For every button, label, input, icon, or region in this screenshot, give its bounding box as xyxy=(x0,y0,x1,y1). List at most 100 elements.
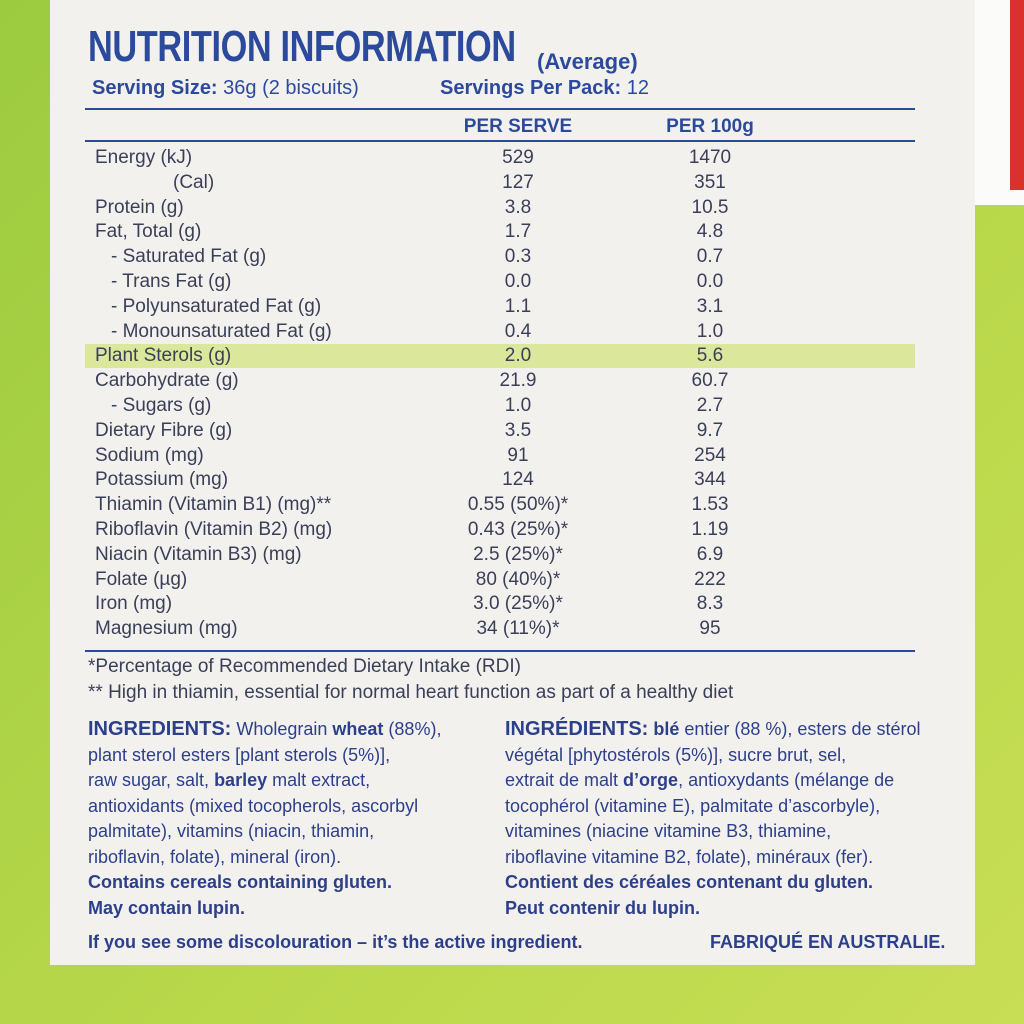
table-row: - Saturated Fat (g) 0.3 0.7 xyxy=(85,245,915,269)
per-100g: 8.3 xyxy=(696,593,724,615)
per-serve: 127 xyxy=(502,171,534,193)
per-serve: 0.43 (25%)* xyxy=(467,519,569,540)
row-label: Thiamin (Vitamin B1) (mg)** xyxy=(95,494,332,516)
per-100g: 6.9 xyxy=(696,543,724,565)
text: palmitate), vitamins (niacin, thiamin, xyxy=(88,821,375,841)
row-label: Fat, Total (g) xyxy=(95,221,202,243)
rule xyxy=(85,140,915,142)
row-label: - Trans Fat (g) xyxy=(111,271,232,292)
text: raw sugar, salt, xyxy=(88,770,215,790)
footnote: *Percentage of Recommended Dietary Intak… xyxy=(88,656,521,677)
footer-origin: FABRIQUÉ EN AUSTRALIE. xyxy=(710,932,946,952)
row-label: (Cal) xyxy=(173,171,215,193)
per-serve: 91 xyxy=(507,444,529,466)
per-serve: 2.0 xyxy=(504,345,532,367)
table-row: Potassium (mg) 124 344 xyxy=(85,468,915,492)
table-row: Riboflavin (Vitamin B2) (mg) 0.43 (25%)* 1… xyxy=(85,518,915,542)
per-serve: 3.5 xyxy=(504,419,532,441)
per-serve: 3.8 xyxy=(504,196,532,218)
allergen: Peut contenir du lupin. xyxy=(505,897,700,918)
text: tocophérol (vitamine E), palmitate d’asc… xyxy=(505,795,881,816)
red-stripe xyxy=(1010,0,1024,190)
ingredient-line: raw sugar, salt, barley malt extract, xyxy=(88,768,441,794)
ingredient-line: plant sterol esters [plant sterols (5%)]… xyxy=(88,743,441,769)
text: malt extract, xyxy=(267,770,371,790)
ingredient-line: INGRÉDIENTS: blé entier (88 %), esters d… xyxy=(505,717,920,743)
servings-per-pack: Servings Per Pack: 12 xyxy=(440,77,649,100)
table-row: Plant Sterols (g) 2.0 5.6 xyxy=(85,344,915,369)
ingredient-line: riboflavine vitamine B2, folate), minéra… xyxy=(505,845,920,871)
table-row: (Cal) 127 351 xyxy=(85,171,915,195)
table-row: Iron (mg) 3.0 (25%)* 8.3 xyxy=(85,592,915,616)
row-label: Carbohydrate (g) xyxy=(95,370,239,392)
per-serve: 1.1 xyxy=(504,295,532,317)
per-100g: 4.8 xyxy=(696,221,724,243)
ingredients-heading: INGREDIENTS: xyxy=(88,718,232,740)
ingredient-line: végétal [phytostérols (5%)], sucre brut,… xyxy=(505,743,920,769)
per-100g: 1470 xyxy=(688,147,732,168)
text: riboflavine vitamine B2, folate), minéra… xyxy=(505,846,874,867)
per-serve: 1.0 xyxy=(504,395,532,416)
rule xyxy=(85,108,915,110)
row-label: Folate (µg) xyxy=(95,568,188,590)
text: entier (88 %), esters de stérol xyxy=(679,719,921,739)
bold-text: barley xyxy=(214,770,268,790)
ingredient-line: riboflavin, folate), mineral (iron). xyxy=(88,845,441,871)
per-serve: 529 xyxy=(502,147,534,168)
row-label: - Monounsaturated Fat (g) xyxy=(111,320,332,342)
row-label: Sodium (mg) xyxy=(95,444,204,466)
servings-label: Servings Per Pack: xyxy=(440,77,622,99)
label-panel xyxy=(50,0,975,965)
table-row: - Sugars (g) 1.0 2.7 xyxy=(85,394,915,418)
per-100g: 1.19 xyxy=(691,519,729,540)
table-row: Energy (kJ) 529 1470 xyxy=(85,146,915,170)
footnote: ** High in thiamin, essential for normal… xyxy=(88,682,734,703)
row-label: Magnesium (mg) xyxy=(95,618,238,640)
table-row: Fat, Total (g) 1.7 4.8 xyxy=(85,220,915,244)
rule xyxy=(85,650,915,652)
per-100g: 60.7 xyxy=(691,370,729,392)
text: végétal [phytostérols (5%)], sucre brut,… xyxy=(505,744,847,765)
column-header: PER 100g xyxy=(666,116,754,137)
table-row: - Trans Fat (g) 0.0 0.0 xyxy=(85,270,915,294)
per-serve: 3.0 (25%)* xyxy=(473,593,563,615)
subtitle: (Average) xyxy=(537,49,638,74)
allergen: Contains cereals containing gluten. xyxy=(88,872,393,892)
table-row: Carbohydrate (g) 21.9 60.7 xyxy=(85,369,915,393)
per-100g: 5.6 xyxy=(696,345,724,367)
per-serve: 0.55 (50%)* xyxy=(467,494,569,516)
bold-text: d’orge xyxy=(623,770,679,790)
row-label: Potassium (mg) xyxy=(95,469,229,491)
table-row: Dietary Fibre (g) 3.5 9.7 xyxy=(85,419,915,443)
row-label: Plant Sterols (g) xyxy=(95,345,232,367)
title: NUTRITION INFORMATION xyxy=(88,22,516,71)
ingredient-line: tocophérol (vitamine E), palmitate d’asc… xyxy=(505,794,920,820)
text: vitamines (niacine vitamine B3, thiamine… xyxy=(505,821,832,841)
serving-size-value: 36g (2 biscuits) xyxy=(217,77,359,99)
per-serve: 0.3 xyxy=(504,246,532,268)
per-100g: 344 xyxy=(694,469,726,491)
per-100g: 3.1 xyxy=(696,295,724,317)
per-100g: 1.53 xyxy=(691,494,729,516)
text: Wholegrain xyxy=(231,719,333,739)
row-label: Iron (mg) xyxy=(95,593,173,615)
per-100g: 0.0 xyxy=(696,271,724,292)
row-label: Energy (kJ) xyxy=(95,147,193,168)
text: (88%), xyxy=(383,719,442,739)
per-serve: 124 xyxy=(502,469,534,491)
per-serve: 1.7 xyxy=(504,221,532,243)
per-serve: 34 (11%)* xyxy=(476,618,560,640)
table-row: Magnesium (mg) 34 (11%)* 95 xyxy=(85,617,915,641)
per-100g: 2.7 xyxy=(696,395,724,416)
per-100g: 254 xyxy=(694,444,726,466)
per-100g: 10.5 xyxy=(691,196,729,218)
per-serve: 21.9 xyxy=(499,370,537,392)
per-serve: 2.5 (25%)* xyxy=(473,543,563,565)
serving-size-label: Serving Size: xyxy=(92,77,218,99)
row-label: Protein (g) xyxy=(95,196,184,218)
ingredient-line: INGREDIENTS: Wholegrain wheat (88%), xyxy=(88,717,441,743)
per-100g: 0.7 xyxy=(696,246,724,268)
table-row: Niacin (Vitamin B3) (mg) 2.5 (25%)* 6.9 xyxy=(85,543,915,567)
row-label: Riboflavin (Vitamin B2) (mg) xyxy=(95,519,333,540)
